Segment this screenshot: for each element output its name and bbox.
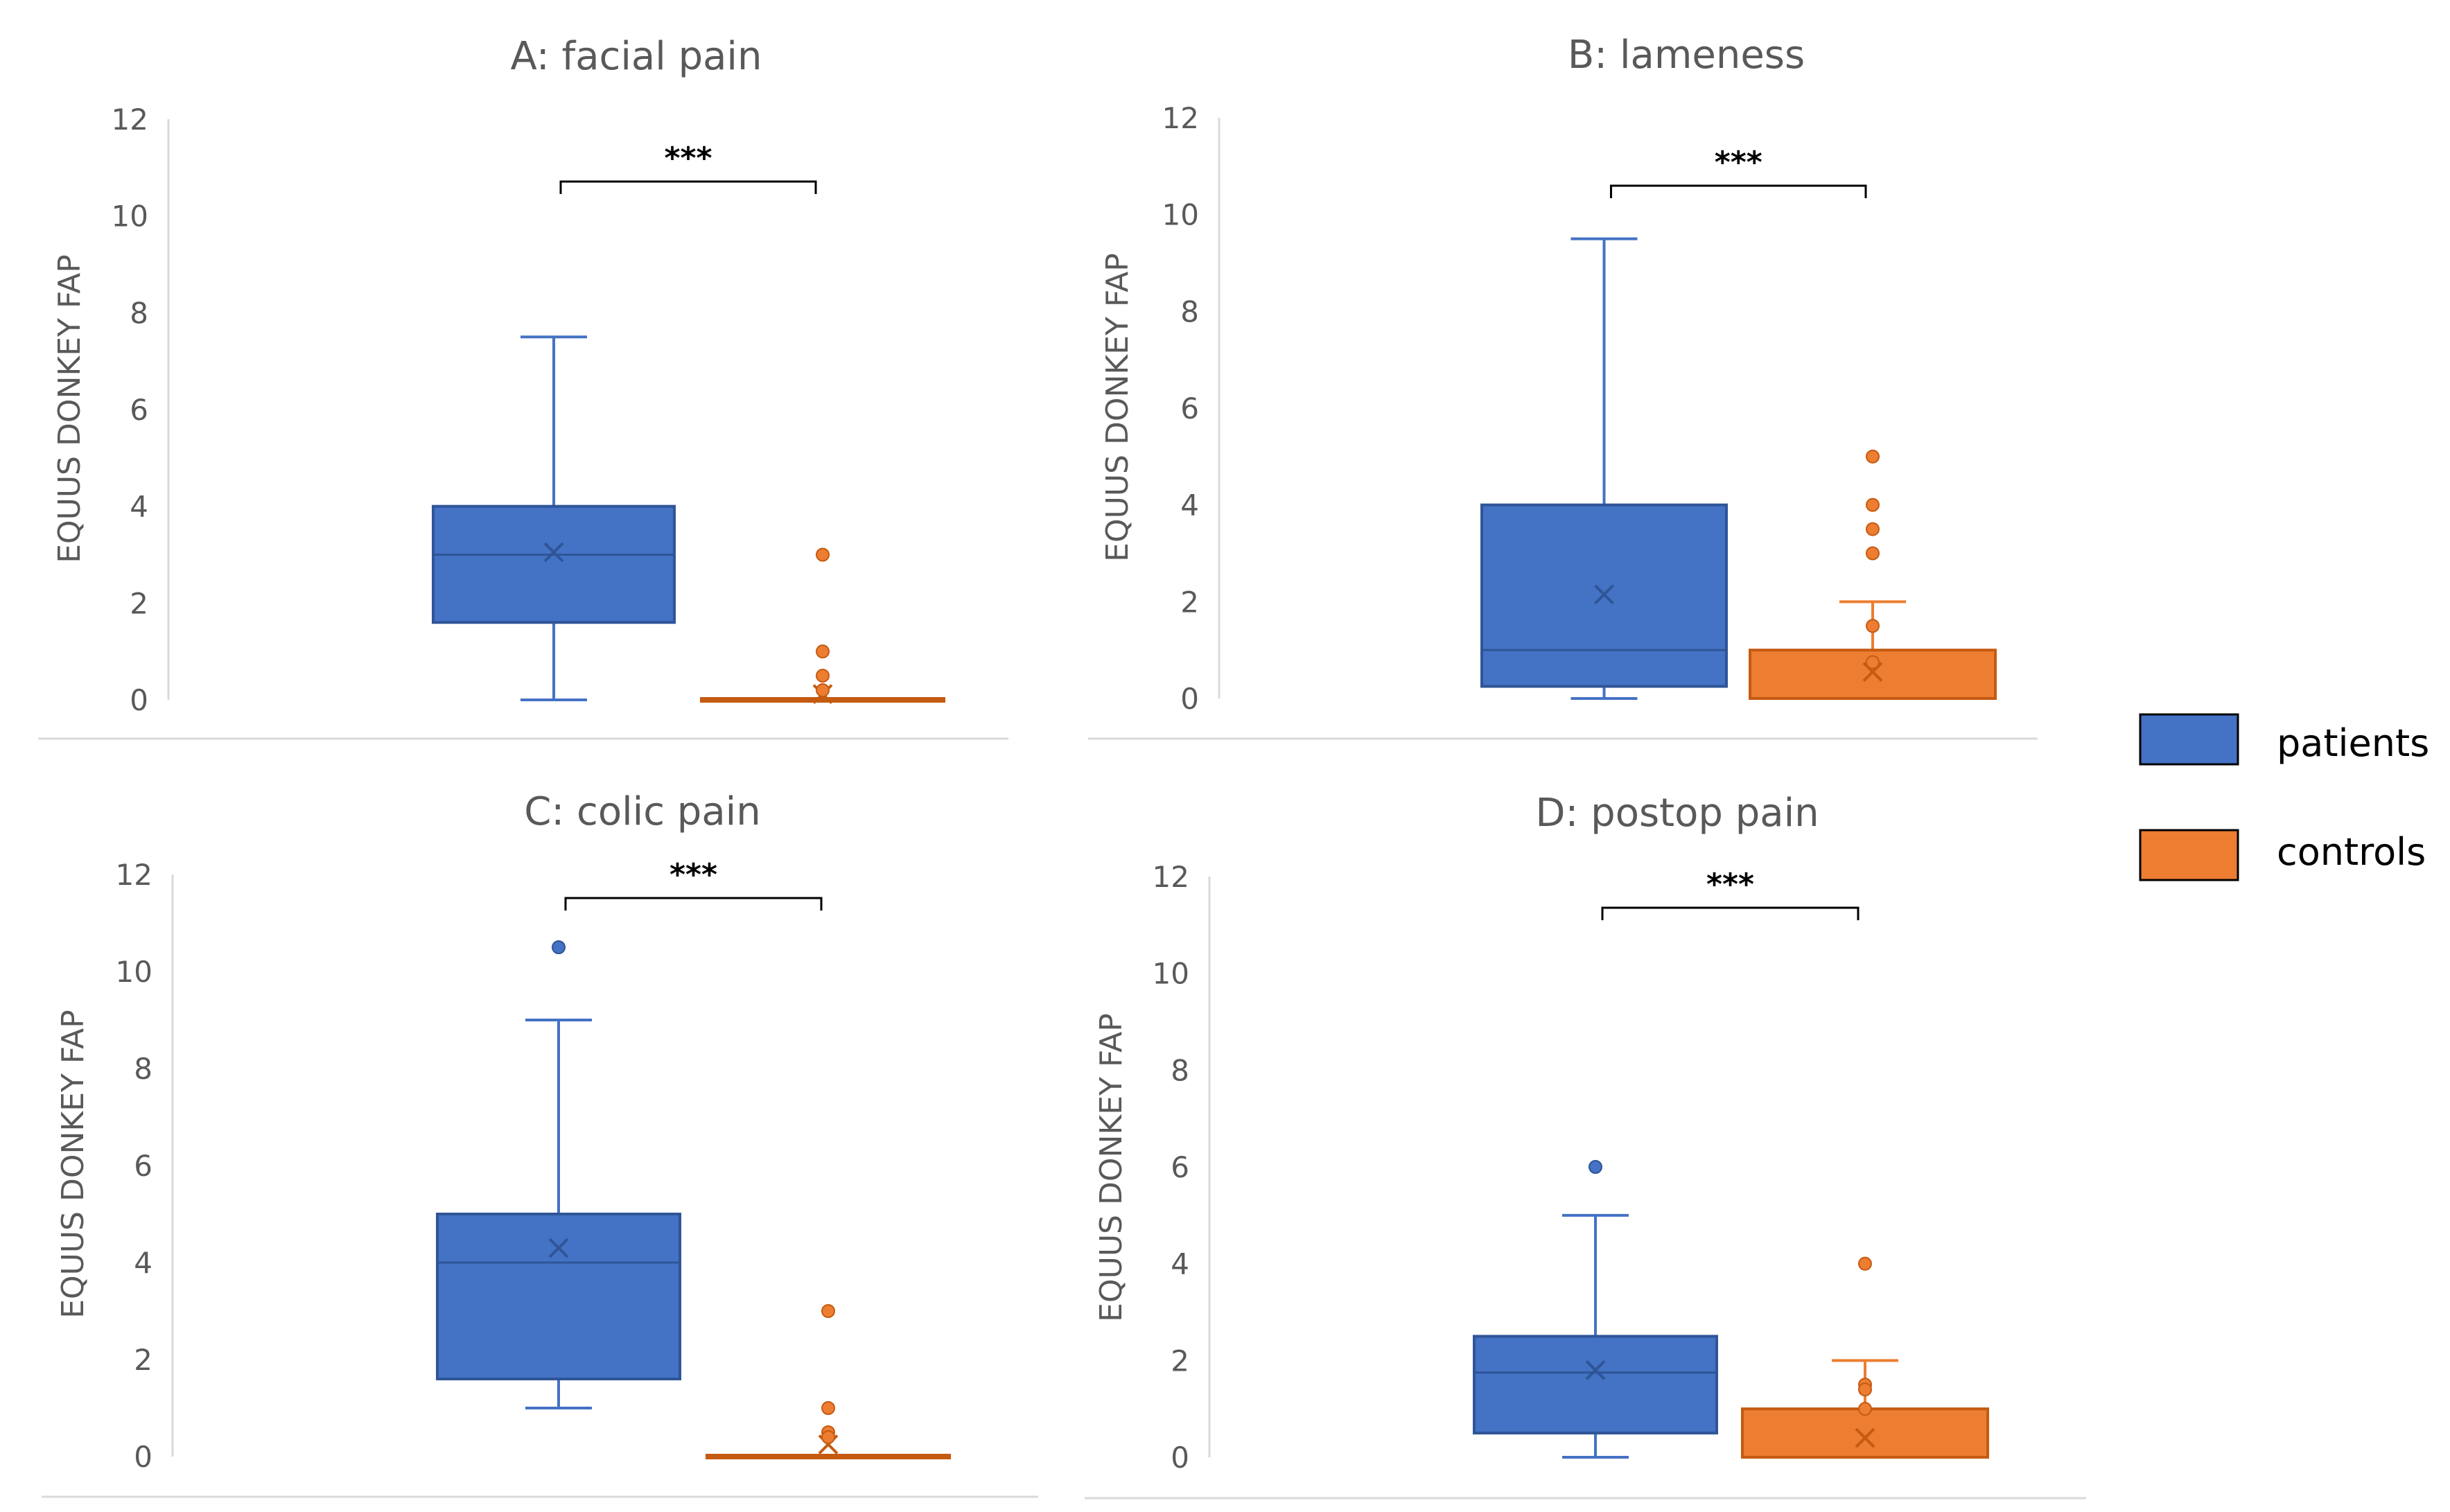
box-iqr (1473, 1335, 1718, 1435)
legend-swatch-controls (2139, 829, 2239, 881)
y-tick-label: 8 (130, 296, 148, 330)
panel-d: D: postop pain EQUUS DONKEY FAP 0 2 4 6 8 10 12 *… (1085, 791, 2086, 1500)
significance-label: *** (1706, 867, 1754, 902)
y-axis-label: EQUUS DONKEY FAP (55, 1010, 91, 1319)
mean-marker (1594, 584, 1614, 605)
legend-label-controls: controls (2277, 830, 2426, 874)
y-tick-label: 0 (1180, 682, 1199, 716)
y-tick-label: 6 (1171, 1150, 1189, 1184)
outlier-point (1866, 655, 1880, 669)
y-tick-label: 4 (1180, 489, 1199, 522)
y-tick-label: 4 (1171, 1247, 1189, 1281)
outlier-point (821, 1430, 835, 1444)
outlier-point (816, 683, 830, 698)
mean-marker (1855, 1427, 1875, 1448)
box-patients (1480, 237, 1728, 700)
outlier-point (1858, 1402, 1872, 1416)
y-tick-label: 12 (116, 858, 152, 892)
y-tick-label: 10 (112, 200, 148, 234)
box-controls (1741, 1256, 1989, 1459)
y-tick-label: 10 (1162, 198, 1199, 232)
y-tick-label: 2 (130, 586, 148, 620)
y-axis-label: EQUUS DONKEY FAP (1094, 1013, 1129, 1322)
y-tick-label: 0 (1171, 1441, 1189, 1475)
outlier-point (1589, 1160, 1602, 1174)
y-tick-label: 8 (1171, 1053, 1189, 1087)
legend: patients controls (2139, 713, 2429, 881)
chart-title: D: postop pain (1535, 791, 1819, 836)
outlier-point (1866, 498, 1880, 512)
y-tick-label: 0 (134, 1440, 152, 1474)
outlier-point (821, 1401, 835, 1415)
box-patients (436, 940, 681, 1409)
significance-bracket (564, 897, 823, 911)
legend-label-patients: patients (2277, 721, 2429, 765)
y-axis-label: EQUUS DONKEY FAP (52, 254, 87, 563)
box-iqr (436, 1213, 681, 1380)
y-tick-label: 6 (130, 393, 148, 427)
panel-c: C: colic pain EQUUS DONKEY FAP 0 2 4 6 8 10 12 **… (42, 789, 1038, 1498)
chart-title: C: colic pain (524, 789, 760, 834)
y-tick-label: 12 (1162, 101, 1199, 135)
mean-marker (1585, 1360, 1606, 1380)
box-patients (432, 335, 676, 701)
mean-marker (548, 1238, 569, 1258)
outlier-point (816, 547, 830, 562)
y-tick-label: 0 (130, 683, 148, 717)
y-tick-label: 2 (134, 1343, 152, 1377)
outlier-point (1858, 1382, 1872, 1397)
outlier-point (816, 644, 830, 659)
y-tick-label: 4 (134, 1246, 152, 1280)
box-patients (1473, 1160, 1718, 1459)
outlier-point (1866, 619, 1880, 633)
y-tick-label: 6 (134, 1149, 152, 1183)
outlier-point (1866, 546, 1880, 561)
significance-bracket (1601, 906, 1860, 920)
mean-marker (1862, 662, 1883, 683)
box-iqr (1741, 1407, 1989, 1459)
y-tick-label: 12 (112, 103, 148, 137)
significance-label: *** (670, 857, 717, 893)
y-tick-label: 6 (1180, 392, 1199, 425)
significance-bracket (559, 180, 817, 194)
panel-a: A: facial pain EQUUS DONKEY FAP 0 2 4 6 8 10 12 *… (38, 34, 1008, 740)
y-tick-label: 2 (1180, 585, 1199, 619)
panel-b: B: lameness EQUUS DONKEY FAP 0 2 4 6 8 10 12 *** (1088, 33, 2038, 740)
y-axis-label: EQUUS DONKEY FAP (1100, 253, 1135, 562)
outlier-point (821, 1304, 835, 1318)
box-controls (706, 1304, 951, 1459)
outlier-point (1866, 522, 1880, 536)
y-tick-label: 8 (1180, 295, 1199, 328)
mean-marker (543, 542, 564, 563)
outlier-point (552, 940, 566, 954)
box-controls (1749, 449, 1997, 701)
y-tick-label: 2 (1171, 1344, 1189, 1378)
y-tick-label: 12 (1153, 860, 1189, 894)
y-tick-label: 10 (1153, 957, 1189, 991)
box-controls (700, 547, 945, 705)
y-tick-label: 10 (116, 955, 152, 989)
y-tick-label: 8 (134, 1052, 152, 1086)
chart-title: A: facial pain (511, 34, 762, 79)
outlier-point (816, 669, 830, 683)
legend-swatch-patients (2139, 713, 2239, 766)
chart-title: B: lameness (1568, 33, 1805, 78)
y-tick-label: 4 (130, 490, 148, 524)
outlier-point (1866, 449, 1880, 464)
significance-label: *** (664, 141, 712, 176)
significance-bracket (1610, 184, 1867, 198)
outlier-point (1858, 1256, 1872, 1271)
box-iqr (432, 504, 676, 624)
significance-label: *** (1715, 145, 1762, 180)
